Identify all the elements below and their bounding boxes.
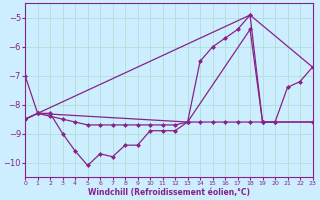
X-axis label: Windchill (Refroidissement éolien,°C): Windchill (Refroidissement éolien,°C) — [88, 188, 250, 197]
